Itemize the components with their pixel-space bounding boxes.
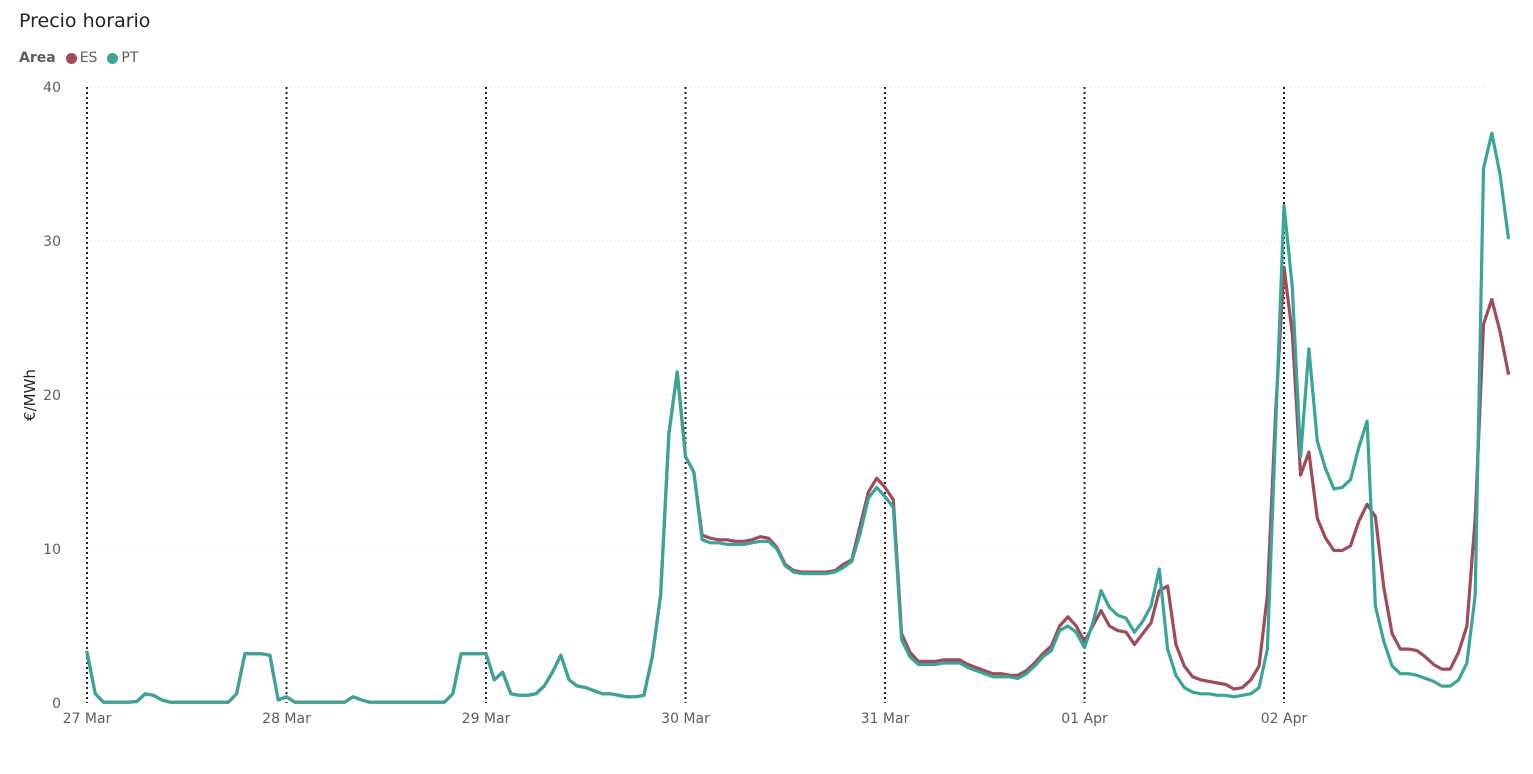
y-tick-label: 20 — [43, 388, 61, 404]
legend-title: Area — [19, 50, 56, 66]
legend: Area ES PT — [19, 50, 144, 66]
legend-label-es: ES — [79, 50, 98, 66]
x-tick-label: 02 Apr — [1261, 711, 1308, 727]
x-tick-label: 29 Mar — [462, 711, 511, 727]
x-tick-label: 01 Apr — [1061, 711, 1108, 727]
x-tick-label: 31 Mar — [861, 711, 910, 727]
legend-item-pt[interactable]: PT — [107, 50, 138, 66]
y-tick-label: 30 — [43, 234, 61, 250]
y-axis-label: €/MWh — [21, 369, 39, 421]
y-tick-label: 10 — [43, 542, 61, 558]
legend-item-es[interactable]: ES — [65, 50, 98, 66]
legend-dot-es — [65, 52, 77, 64]
series-line-pt — [85, 131, 1511, 704]
x-tick-label: 27 Mar — [63, 711, 112, 727]
x-tick-label: 28 Mar — [262, 711, 311, 727]
chart-title: Precio horario — [19, 10, 151, 32]
legend-label-pt: PT — [121, 50, 139, 66]
y-tick-label: 40 — [43, 80, 61, 96]
y-tick-label: 0 — [52, 696, 61, 712]
legend-dot-pt — [107, 52, 119, 64]
x-tick-label: 30 Mar — [661, 711, 710, 727]
